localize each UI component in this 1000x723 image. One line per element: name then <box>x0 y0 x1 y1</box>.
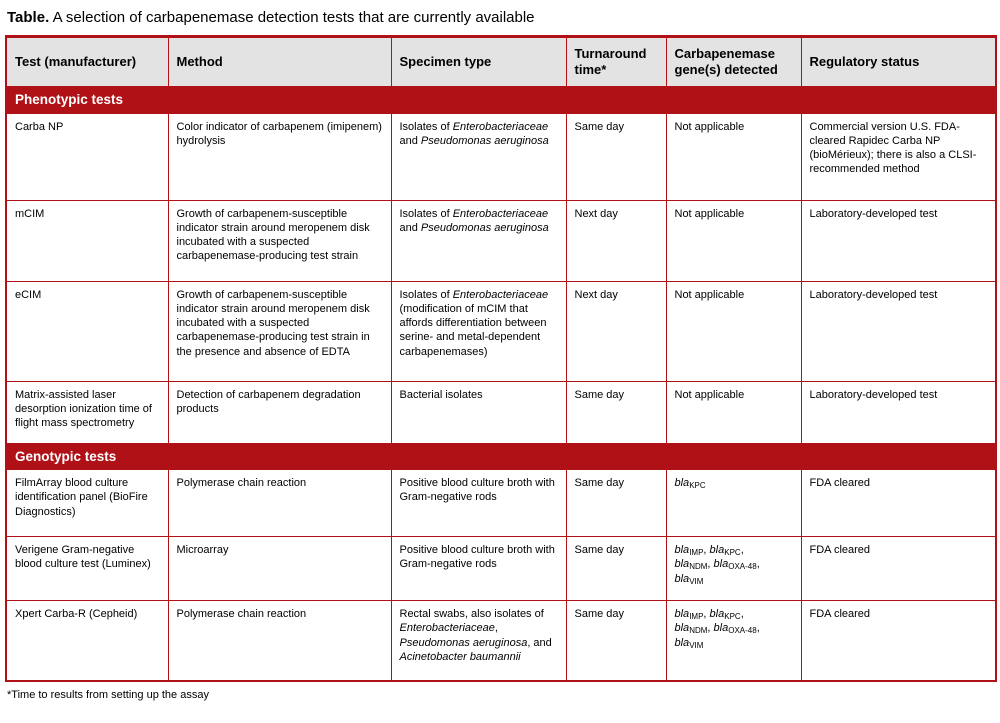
cell-method: Polymerase chain reaction <box>167 600 392 682</box>
cell-regulatory: FDA cleared <box>800 536 997 602</box>
cell-test: Xpert Carba-R (Cepheid) <box>5 600 169 682</box>
cell-specimen: Isolates of Enterobacteriaceae and Pseud… <box>390 199 567 282</box>
cell-turnaround: Same day <box>565 469 667 538</box>
cell-genes: blaKPC <box>665 469 802 538</box>
cell-specimen: Isolates of Enterobacteriaceae and Pseud… <box>390 112 567 201</box>
cell-method: Polymerase chain reaction <box>167 469 392 538</box>
cell-specimen: Rectal swabs, also isolates of Enterobac… <box>390 600 567 682</box>
cell-turnaround: Same day <box>565 112 667 201</box>
cell-regulatory: Laboratory-developed test <box>800 280 997 382</box>
cell-regulatory: Commercial version U.S. FDA-cleared Rapi… <box>800 112 997 201</box>
cell-test: FilmArray blood culture identification p… <box>5 469 169 538</box>
cell-regulatory: Laboratory-developed test <box>800 199 997 282</box>
table-header-row: Test (manufacturer) Method Specimen type… <box>5 36 997 87</box>
cell-method: Detection of carbapenem degradation prod… <box>167 380 392 444</box>
col-header-regulatory: Regulatory status <box>800 36 997 87</box>
table-body: Phenotypic tests Carba NP Color indicator … <box>5 86 997 682</box>
cell-turnaround: Same day <box>565 380 667 444</box>
cell-test: eCIM <box>5 280 169 382</box>
cell-genes: blaIMP, blaKPC, blaNDM, blaOXA-48, blaVIM <box>665 600 802 682</box>
cell-genes: Not applicable <box>665 112 802 201</box>
col-header-genes: Carbapenemase gene(s) detected <box>665 36 802 87</box>
table-row: Xpert Carba-R (Cepheid) Polymerase chain … <box>5 600 997 682</box>
cell-test: mCIM <box>5 199 169 282</box>
table-row: Verigene Gram-negative blood culture tes… <box>5 536 997 602</box>
table-header: Test (manufacturer) Method Specimen type… <box>5 36 997 87</box>
section-header-label: Phenotypic tests <box>5 86 997 114</box>
table-row: mCIM Growth of carbapenem-susceptible ind… <box>5 199 997 282</box>
cell-method: Microarray <box>167 536 392 602</box>
cell-specimen: Isolates of Enterobacteriaceae (modifica… <box>390 280 567 382</box>
cell-test: Verigene Gram-negative blood culture tes… <box>5 536 169 602</box>
table-row: Carba NP Color indicator of carbapenem (i… <box>5 112 997 201</box>
table-row: eCIM Growth of carbapenem-susceptible ind… <box>5 280 997 382</box>
cell-specimen: Positive blood culture broth with Gram-n… <box>390 536 567 602</box>
cell-turnaround: Next day <box>565 199 667 282</box>
cell-genes: Not applicable <box>665 380 802 444</box>
section-header-phenotypic: Phenotypic tests <box>5 86 997 114</box>
cell-genes: Not applicable <box>665 199 802 282</box>
table-title-text: A selection of carbapenemase detection t… <box>52 9 535 26</box>
cell-method: Growth of carbapenem-susceptible indicat… <box>167 280 392 382</box>
cell-regulatory: FDA cleared <box>800 600 997 682</box>
col-header-turnaround: Turnaround time* <box>565 36 667 87</box>
cell-regulatory: Laboratory-developed test <box>800 380 997 444</box>
table-row: FilmArray blood culture identification p… <box>5 469 997 538</box>
table-title-label: Table. <box>7 9 50 26</box>
col-header-test: Test (manufacturer) <box>5 36 169 87</box>
col-header-method: Method <box>167 36 392 87</box>
cell-turnaround: Same day <box>565 600 667 682</box>
table-title: Table. A selection of carbapenemase dete… <box>7 8 995 27</box>
table-figure: Table. A selection of carbapenemase dete… <box>5 8 997 701</box>
table-row: Matrix-assisted laser desorption ionizat… <box>5 380 997 444</box>
col-header-specimen: Specimen type <box>390 36 567 87</box>
cell-genes: blaIMP, blaKPC, blaNDM, blaOXA-48, blaVIM <box>665 536 802 602</box>
section-header-label: Genotypic tests <box>5 442 997 471</box>
cell-method: Color indicator of carbapenem (imipenem)… <box>167 112 392 201</box>
cell-method: Growth of carbapenem-susceptible indicat… <box>167 199 392 282</box>
cell-turnaround: Next day <box>565 280 667 382</box>
cell-test: Carba NP <box>5 112 169 201</box>
section-header-genotypic: Genotypic tests <box>5 442 997 471</box>
cell-test: Matrix-assisted laser desorption ionizat… <box>5 380 169 444</box>
cell-regulatory: FDA cleared <box>800 469 997 538</box>
cell-specimen: Positive blood culture broth with Gram-n… <box>390 469 567 538</box>
cell-genes: Not applicable <box>665 280 802 382</box>
cell-turnaround: Same day <box>565 536 667 602</box>
carbapenemase-tests-table: Test (manufacturer) Method Specimen type… <box>5 35 997 682</box>
table-footnote: *Time to results from setting up the ass… <box>7 688 209 701</box>
cell-specimen: Bacterial isolates <box>390 380 567 444</box>
